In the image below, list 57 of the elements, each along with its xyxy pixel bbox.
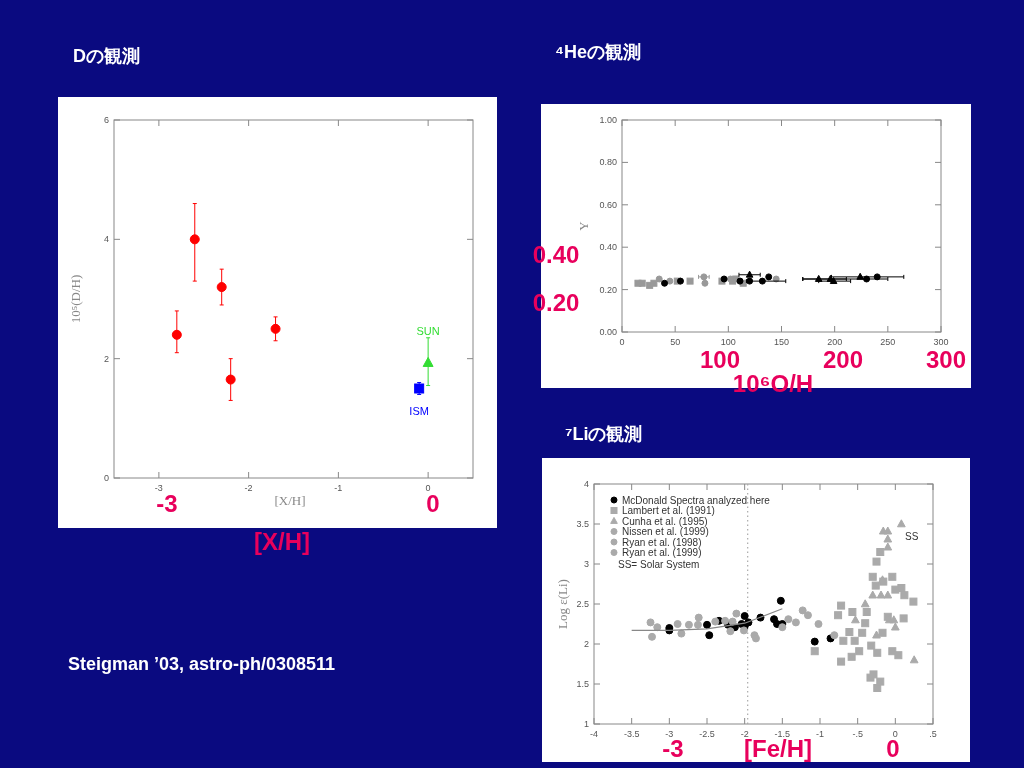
y-tick-label: 1.5	[576, 679, 589, 689]
y-tick-label: 0.00	[599, 327, 617, 337]
chart-title: Dの観測	[73, 46, 140, 66]
legend-label: Ryan et al. (1999)	[622, 547, 702, 558]
legend-label: Ryan et al. (1998)	[622, 536, 702, 548]
x-tick-label: -2	[244, 483, 253, 493]
y-tick-label: 6	[103, 115, 109, 125]
x-tick-label: -1	[334, 483, 343, 493]
x-tick-label: 150	[773, 337, 790, 347]
y-tick-label: 4	[103, 234, 109, 245]
y-tick-label: 3.5	[576, 519, 589, 529]
x-axis-title: [X/H]	[274, 493, 306, 508]
x-tick-label: -.5	[852, 729, 863, 739]
y-tick-label: 0.20	[599, 284, 617, 295]
x-tick-label: -1	[815, 729, 825, 739]
x-tick-label: -2.5	[699, 729, 715, 739]
x-tick-label: -2	[740, 729, 749, 739]
y-tick-label: 2.5	[576, 599, 589, 609]
x-tick-label: 250	[880, 337, 896, 347]
y-tick-label: 0	[103, 473, 109, 483]
x-tick-label: 100	[720, 337, 736, 347]
x-tick-label: 300	[933, 337, 949, 347]
text: Steigman ’03, astro-ph/0308511	[68, 654, 336, 674]
x-tick-label: 0	[619, 337, 625, 347]
x-tick-label: 50	[670, 337, 681, 347]
y-tick-label: 2	[103, 353, 109, 364]
y-tick-label: 0.60	[599, 199, 617, 210]
y-tick-label: 2	[583, 639, 589, 649]
y-tick-label: 1	[583, 719, 589, 729]
legend-label: Lambert et al. (1991)	[622, 505, 715, 516]
y-axis-title: 10⁵(D/H)	[68, 274, 83, 324]
series-label: ISM	[409, 404, 429, 417]
x-tick-label: 0	[425, 483, 431, 493]
text: [X/H]	[254, 528, 310, 555]
annotation: SS= Solar System	[618, 559, 700, 570]
x-tick-label: -3	[154, 483, 163, 493]
text: SUN	[416, 324, 440, 337]
y-tick-label: 1.00	[599, 115, 617, 125]
legend-label: Nissen et al. (1999)	[622, 526, 709, 537]
x-tick-label: .5	[929, 729, 937, 739]
y-tick-label: 3	[583, 559, 589, 569]
x-tick-label: 200	[827, 337, 843, 347]
x-tick-label: 0	[892, 729, 898, 739]
chart-title: ⁷Liの観測	[565, 424, 643, 444]
x-tick-label: -3	[665, 729, 674, 739]
legend-label: McDonald Spectra analyzed here	[622, 494, 771, 506]
y-tick-label: 0.80	[599, 157, 617, 168]
y-tick-label: 0.40	[599, 242, 617, 253]
x-tick-label: -3.5	[623, 729, 640, 739]
chart-title: ⁴Heの観測	[555, 42, 641, 62]
y-axis-title: Y	[576, 220, 591, 231]
y-tick-label: 4	[583, 479, 589, 489]
y-axis-title: Log ε(Li)	[555, 579, 570, 629]
x-tick-label: -4	[589, 729, 599, 739]
x-tick-label: -1.5	[774, 729, 791, 739]
legend-label: Cunha et al. (1995)	[622, 515, 708, 527]
annotation: SS	[905, 531, 919, 542]
